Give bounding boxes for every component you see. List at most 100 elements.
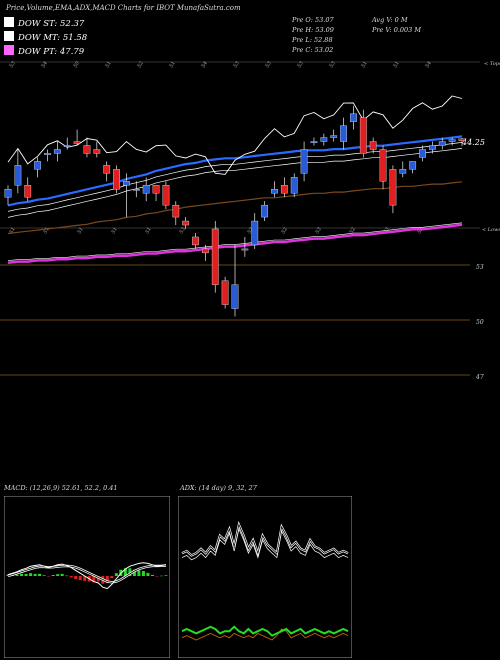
macd-histogram-bar (29, 573, 33, 576)
mid-count-label: 52 (281, 226, 289, 235)
legend-label-st: DOW ST: 52.37 (18, 19, 85, 29)
candle-body (300, 149, 308, 174)
top-count-label: 51 (169, 60, 177, 69)
candle-body (419, 149, 426, 158)
ema-pt-outline (7, 222, 463, 261)
candle-body (14, 165, 22, 186)
candle-body (330, 135, 338, 138)
candle-body (182, 220, 190, 226)
macd-histogram-bar (105, 576, 109, 583)
candle-body (409, 161, 417, 170)
ema-value-label: 44.25 (461, 138, 485, 147)
legend-swatch-mt (4, 31, 14, 41)
top-count-label: 50 (73, 60, 82, 69)
macd-histogram-bar (137, 570, 141, 576)
macd-histogram-bar (47, 576, 51, 577)
candle-body (113, 169, 120, 190)
top-count-label: 53 (9, 60, 17, 69)
macd-histogram-bar (141, 571, 145, 576)
avg-volume: Avg V: 0 M (372, 16, 408, 24)
ohlc-open: Pre O: 53.07 (292, 16, 334, 24)
legend-dow-st: DOW ST: 52.37 (4, 17, 84, 29)
macd-histogram-bar (83, 576, 87, 581)
legend-dow-mt: DOW MT: 51.58 (4, 31, 87, 43)
candle-body (231, 284, 239, 309)
candle-body (399, 169, 407, 174)
candle-body (320, 137, 328, 142)
macd-histogram-bar (164, 575, 168, 576)
candle-body (152, 185, 160, 194)
mid-count-label: 53 (417, 226, 425, 235)
candle-body (428, 145, 436, 150)
macd-histogram-bar (96, 576, 100, 582)
candle-body (389, 169, 397, 206)
candle-body (359, 117, 367, 154)
macd-histogram-bar (128, 568, 132, 576)
candle-body (83, 145, 91, 154)
candle-body (34, 161, 42, 170)
macd-histogram-bar (74, 576, 78, 580)
candle-body (290, 177, 298, 194)
macd-histogram-bar (15, 574, 19, 576)
macd-histogram-bar (146, 572, 150, 576)
candle-body (458, 138, 466, 141)
price-level-label: 47 (475, 374, 484, 381)
macd-histogram-bar (155, 576, 159, 577)
mid-count-label: 52 (247, 226, 255, 235)
candle-body (142, 185, 150, 194)
macd-histogram-bar (92, 576, 96, 583)
macd-histogram-bar (159, 575, 163, 577)
candle-body (221, 280, 229, 305)
macd-histogram-bar (33, 573, 37, 576)
candle-body (261, 204, 269, 218)
tops-label: < Tops (484, 61, 500, 67)
top-count-label: 52 (137, 60, 145, 69)
macd-histogram-bar (78, 576, 82, 581)
macd-histogram-bar (24, 573, 28, 576)
macd-histogram-bar (51, 575, 55, 576)
candle-body (192, 236, 199, 246)
candle-body (310, 141, 318, 143)
top-count-label: 54 (425, 60, 433, 69)
legend-swatch-st (4, 17, 14, 27)
macd-histogram-bar (65, 575, 69, 577)
mid-count-label: 51 (77, 226, 85, 235)
ema-mt-line (7, 181, 463, 235)
pre-volume: Pre V: 0.003 M (372, 26, 422, 34)
candle-body (53, 149, 61, 154)
macd-line (7, 562, 167, 590)
candle-body (4, 189, 12, 198)
macd-histogram-bar (60, 573, 64, 576)
candle-body (63, 145, 71, 147)
mid-count-label: 51 (145, 226, 153, 235)
adx-panel (178, 496, 352, 658)
mid-count-label: 52 (349, 226, 357, 235)
candle-body (132, 189, 140, 191)
legend-label-pt: DOW PT: 47.79 (18, 47, 85, 57)
adx-label: ADX: (14 day) 9, 32, 27 (180, 484, 257, 492)
chart-title: Price,Volume,EMA,ADX,MACD Charts for IBO… (6, 4, 241, 12)
macd-histogram-bar (110, 576, 114, 579)
candle-body (448, 139, 456, 142)
mid-count-label: 51 (43, 226, 51, 235)
top-count-label: 53 (233, 60, 241, 69)
macd-histogram-bar (69, 576, 73, 578)
top-count-label: 54 (201, 60, 209, 69)
adx-plus-di-line (181, 527, 349, 561)
macd-histogram-bar (38, 573, 42, 576)
top-count-label: 53 (265, 60, 273, 69)
adx-di-line-inner (181, 523, 349, 556)
candle-body (379, 149, 387, 182)
adx-orange-line (181, 628, 349, 641)
legend-dow-pt: DOW PT: 47.79 (4, 45, 84, 57)
macd-panel (4, 496, 170, 658)
ohlc-low: Pre L: 52.88 (292, 36, 333, 44)
mid-count-label: 51 (111, 226, 119, 235)
legend-swatch-pt (4, 45, 14, 55)
top-count-label: 53 (297, 60, 305, 69)
candle-body (93, 149, 101, 154)
price-level-label: 53 (476, 264, 484, 271)
candle-body (271, 189, 278, 194)
price-close-line (7, 95, 463, 175)
candle-body (438, 141, 446, 146)
